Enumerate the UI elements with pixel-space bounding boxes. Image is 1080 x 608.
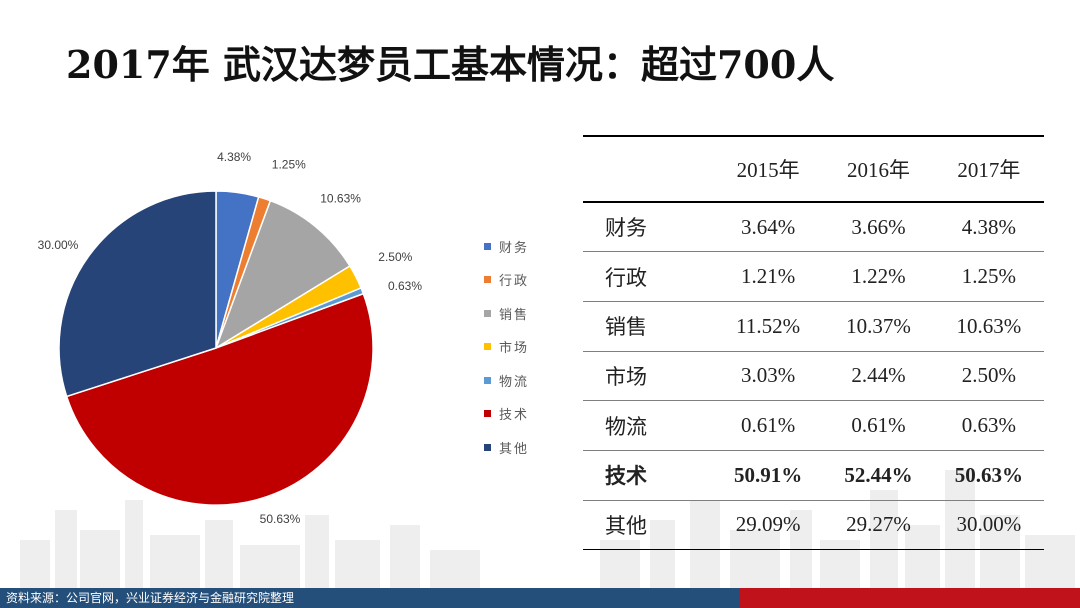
legend-item-sales: 销售 <box>484 303 554 323</box>
table-row-admin: 行政 1.21% 1.22% 1.25% <box>583 251 1044 302</box>
row-label: 行政 <box>583 251 713 302</box>
table-cell: 10.37% <box>823 301 934 352</box>
table-cell: 4.38% <box>933 202 1044 253</box>
data-label-tech: 50.63% <box>260 512 301 526</box>
table-cell: 3.64% <box>713 202 824 253</box>
pie-slice-sales <box>214 199 351 350</box>
table-row-sales: 销售 11.52% 10.37% 10.63% <box>583 301 1044 352</box>
legend-swatch <box>484 343 491 350</box>
row-label: 技术 <box>583 450 713 501</box>
legend-swatch <box>484 242 491 250</box>
table-cell: 3.66% <box>823 202 934 253</box>
data-label-admin: 1.25% <box>272 157 306 171</box>
pie-slice-tech <box>65 292 374 506</box>
data-label-sales: 10.63% <box>320 191 361 205</box>
legend-label: 技术 <box>499 408 530 423</box>
table-cell: 50.63% <box>933 450 1044 501</box>
table-cell: 29.09% <box>713 500 824 551</box>
table-cell: 2.44% <box>823 351 934 402</box>
data-label-logistics: 0.63% <box>388 279 422 293</box>
table-row-logistics: 物流 0.61% 0.61% 0.63% <box>583 400 1044 451</box>
legend-item-admin: 行政 <box>484 270 554 290</box>
legend-label: 市场 <box>499 341 530 356</box>
row-label: 市场 <box>583 351 713 402</box>
data-label-marketing: 2.50% <box>378 250 412 264</box>
legend-label: 其他 <box>499 441 530 457</box>
data-label-finance: 4.38% <box>217 150 251 164</box>
table-cell: 0.63% <box>933 400 1044 451</box>
footer-accent-bar <box>740 588 1080 608</box>
table-cell: 52.44% <box>823 450 934 501</box>
table-cell: 1.22% <box>823 251 934 302</box>
staff-ratio-table: 2015年 2016年 2017年 财务 3.64% 3.66% 4.38% 行… <box>583 135 1044 551</box>
legend-label: 物流 <box>499 374 530 390</box>
legend-swatch <box>484 309 491 317</box>
staff-ratio-table-wrapper: 2015年 2016年 2017年 财务 3.64% 3.66% 4.38% 行… <box>583 135 1044 551</box>
legend-swatch <box>484 410 491 417</box>
column-header-2016: 2016年 <box>823 135 934 203</box>
legend-label: 财务 <box>499 240 530 256</box>
row-label: 销售 <box>583 301 713 352</box>
table-cell: 2.50% <box>933 351 1044 402</box>
legend-label: 行政 <box>499 274 530 289</box>
table-header-row: 2015年 2016年 2017年 <box>583 135 1044 203</box>
table-cell: 29.27% <box>823 500 934 551</box>
legend-item-other: 其他 <box>484 437 554 457</box>
legend-swatch <box>484 376 491 384</box>
legend-item-tech: 技术 <box>484 404 554 424</box>
row-label: 物流 <box>583 400 713 451</box>
table-cell: 11.52% <box>713 301 824 352</box>
legend-label: 销售 <box>499 307 530 323</box>
staff-distribution-pie-chart: 4.38% 1.25% 10.63% 2.50% 0.63% 50.63% 30.00% <box>38 150 423 526</box>
data-label-other: 30.00% <box>38 238 79 252</box>
table-cell: 50.91% <box>713 450 824 501</box>
table-row-other: 其他 29.09% 29.27% 30.00% <box>583 500 1044 551</box>
legend-item-logistics: 物流 <box>484 370 554 390</box>
pie-legend: 财务行政销售市场物流技术其他 <box>484 236 554 457</box>
table-corner-header <box>583 135 713 203</box>
table-cell: 0.61% <box>713 400 824 451</box>
legend-swatch <box>484 443 491 451</box>
table-cell: 3.03% <box>713 351 824 402</box>
table-row-finance: 财务 3.64% 3.66% 4.38% <box>583 202 1044 253</box>
column-header-2015: 2015年 <box>713 135 824 203</box>
table-cell: 1.25% <box>933 251 1044 302</box>
table-row-marketing: 市场 3.03% 2.44% 2.50% <box>583 351 1044 402</box>
source-note: 资料来源：公司官网，兴业证券经济与金融研究院整理 <box>6 591 295 605</box>
table-row-tech: 技术 50.91% 52.44% 50.63% <box>583 450 1044 501</box>
column-header-2017: 2017年 <box>933 135 1044 203</box>
legend-swatch <box>484 276 491 283</box>
legend-item-finance: 财务 <box>484 236 554 256</box>
page-title: 2017年 武汉达梦员工基本情况：超过700人 <box>66 42 835 87</box>
table-cell: 0.61% <box>823 400 934 451</box>
row-label: 其他 <box>583 500 713 551</box>
table-cell: 1.21% <box>713 251 824 302</box>
table-cell: 30.00% <box>933 500 1044 551</box>
legend-item-marketing: 市场 <box>484 337 554 357</box>
table-cell: 10.63% <box>933 301 1044 352</box>
pie-slice-other <box>58 190 217 398</box>
row-label: 财务 <box>583 202 713 253</box>
